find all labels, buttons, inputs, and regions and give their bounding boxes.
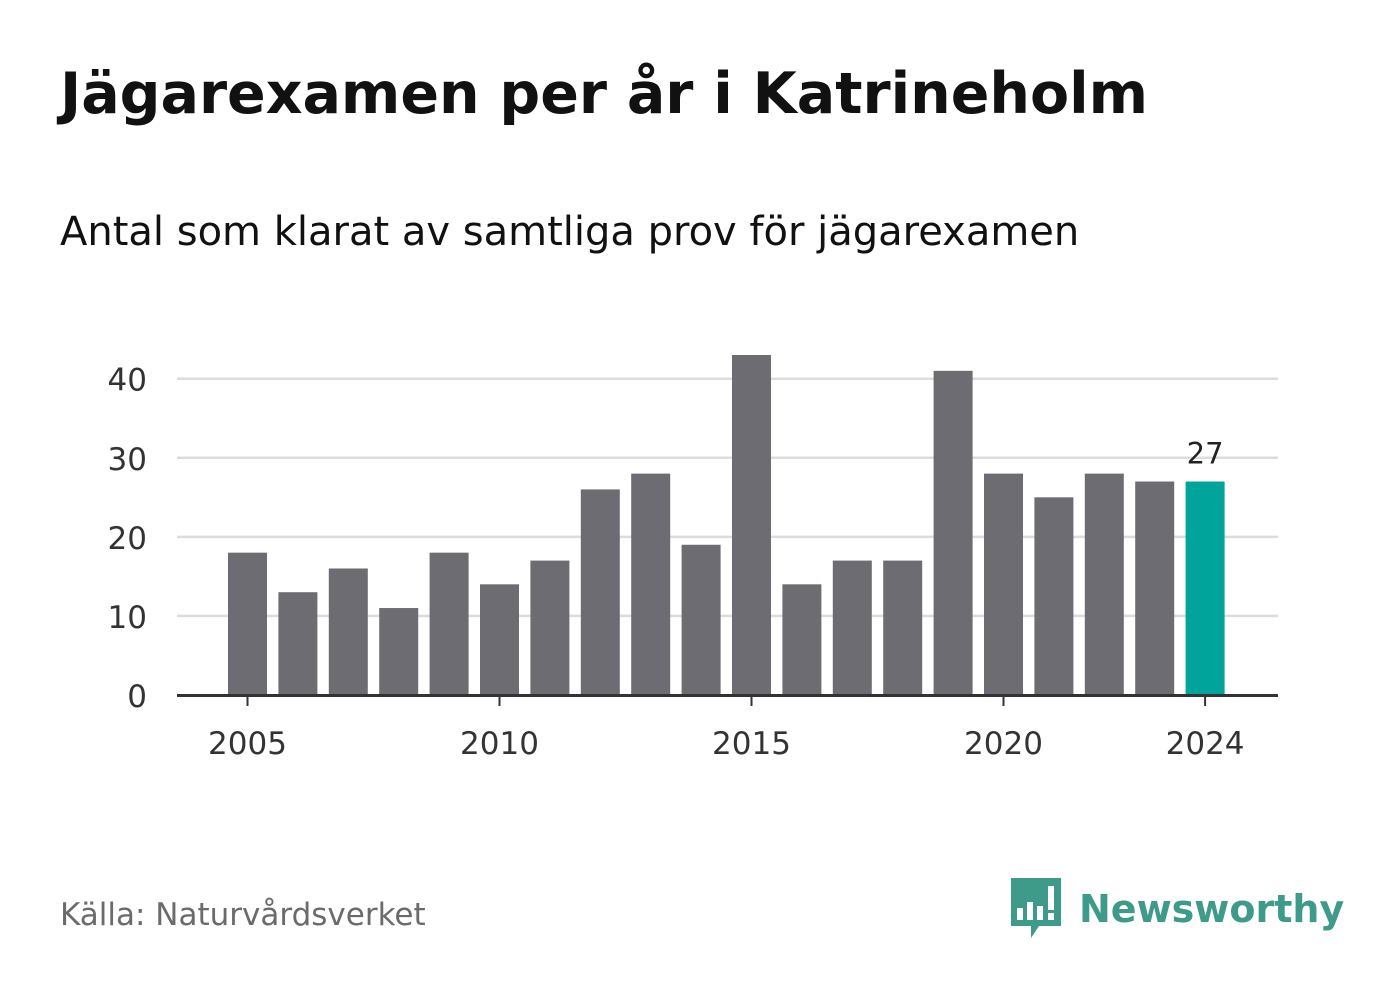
bar — [933, 370, 973, 695]
bar — [580, 489, 620, 695]
y-tick-label: 40 — [108, 363, 147, 399]
brand-name: Newsworthy — [1079, 887, 1345, 931]
y-tick-label: 20 — [108, 521, 147, 557]
bar — [782, 584, 822, 695]
bar — [1135, 481, 1175, 695]
bar — [732, 355, 771, 695]
newsworthy-logo-icon — [1011, 878, 1061, 938]
y-tick-label: 0 — [127, 679, 147, 715]
y-tick-label: 10 — [108, 600, 147, 636]
x-tick-label: 2015 — [712, 726, 791, 762]
bar — [228, 552, 267, 695]
chart-title: Jägarexamen per år i Katrineholm — [60, 61, 1149, 127]
bar — [480, 584, 519, 695]
bar — [278, 592, 318, 695]
bar — [328, 568, 368, 695]
bar — [681, 544, 721, 695]
source-note: Källa: Naturvårdsverket — [60, 897, 426, 933]
x-tick-label: 2010 — [460, 726, 539, 762]
bar — [429, 552, 469, 695]
bar — [1034, 497, 1074, 695]
bar — [379, 608, 419, 695]
data-label: 27 — [1187, 437, 1224, 471]
x-tick-label: 2020 — [964, 726, 1043, 762]
brand: Newsworthy — [1011, 878, 1344, 940]
y-tick-label: 30 — [108, 442, 147, 478]
bar — [832, 560, 872, 695]
bar — [530, 560, 570, 695]
bar — [1185, 481, 1225, 695]
x-tick-label: 2024 — [1166, 726, 1245, 762]
x-tick-label: 2005 — [208, 726, 287, 762]
chart-subtitle: Antal som klarat av samtliga prov för jä… — [60, 209, 1080, 255]
bar — [1084, 473, 1124, 695]
bar — [631, 473, 671, 695]
bar — [984, 473, 1023, 695]
bar — [883, 560, 923, 695]
